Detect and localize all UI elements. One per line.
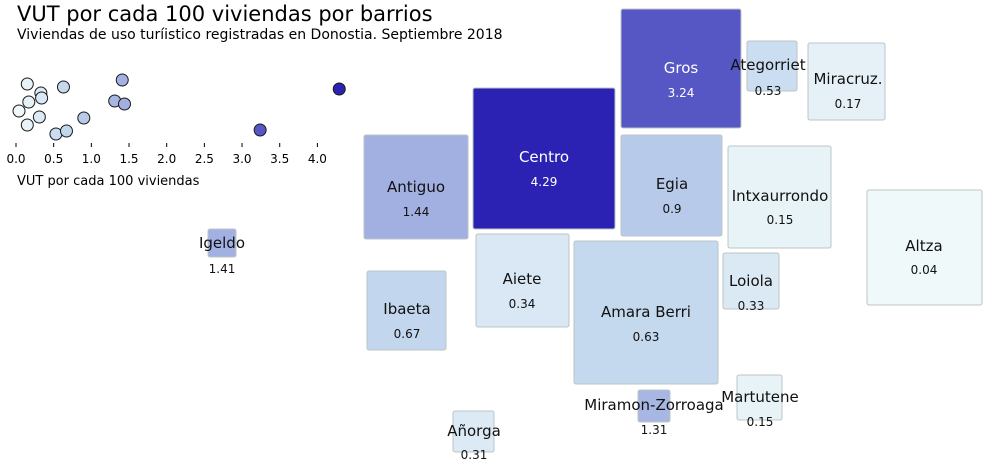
strip-tick-label: 4.0 [308, 152, 327, 166]
tile-label-miramon-zorroaga: Miramon-Zorroaga [584, 396, 723, 414]
tile-value-aiete: 0.34 [509, 297, 536, 311]
tile-gros [620, 8, 742, 129]
tile-value-miracruz: 0.17 [835, 97, 862, 111]
strip-tick-label: 3.5 [270, 152, 289, 166]
tile-value-miramon-zorroaga: 1.31 [641, 423, 668, 437]
tile-value-antiguo: 1.44 [403, 205, 430, 219]
tile-aiete [475, 233, 570, 328]
strip-point-ibaeta [59, 124, 73, 138]
strip-point-egia [77, 111, 91, 125]
tile-label-egia: Egia [656, 175, 688, 193]
strip-point-amara-berri [56, 80, 70, 94]
strip-point-gros [253, 123, 267, 137]
tile-label-gros: Gros [664, 59, 699, 77]
strip-point-antiguo [118, 97, 132, 111]
tile-value-ibaeta: 0.67 [394, 327, 421, 341]
tile-label-centro: Centro [519, 148, 569, 166]
strip-point-aiete [35, 91, 49, 105]
tile-label-antiguo: Antiguo [387, 178, 445, 196]
strip-tick-label: 0.5 [44, 152, 63, 166]
barrio-labels: Gros 3.24 Ategorriet 0.53 Miracruz. 0.17 Centr… [199, 56, 943, 462]
strip-point-igeldo [115, 73, 129, 87]
strip-tick-label: 1.5 [119, 152, 138, 166]
strip-tick-label: 2.0 [157, 152, 176, 166]
strip-point-intxaurrondo [20, 118, 34, 132]
tile-miracruz [807, 42, 886, 121]
barrio-tiles [207, 8, 983, 453]
tile-label-martutene: Martutene [721, 388, 799, 406]
tile-label-ategorrieta: Ategorriet [730, 56, 805, 74]
tile-label-miracruz: Miracruz. [813, 70, 882, 88]
tile-igeldo [207, 228, 237, 258]
tile-value-martutene: 0.15 [747, 415, 774, 429]
tile-label-ibaeta: Ibaeta [383, 300, 430, 318]
strip-point-martutene [20, 77, 34, 91]
tile-altza [866, 189, 983, 306]
strip-tick-label: 3.0 [232, 152, 251, 166]
value-strip: 0.0 0.5 1.0 1.5 2.0 2.5 3.0 3.5 4.0 VUT por cada … [6, 73, 346, 189]
tile-value-gros: 3.24 [668, 86, 695, 100]
tile-ibaeta [366, 270, 447, 351]
strip-point-altza [12, 104, 26, 118]
tile-value-amara-berri: 0.63 [633, 330, 660, 344]
tile-value-ategorrieta: 0.53 [755, 84, 782, 98]
tile-value-intxaurrondo: 0.15 [767, 213, 794, 227]
tile-label-intxaurrondo: Intxaurrondo [732, 187, 829, 205]
tile-value-loiola: 0.33 [738, 299, 765, 313]
tile-value-centro: 4.29 [531, 175, 558, 189]
tile-centro [472, 87, 616, 230]
tile-egia [620, 134, 723, 237]
tile-antiguo [363, 134, 469, 240]
strip-point-centro [332, 82, 346, 96]
tile-label-anorga: Añorga [447, 422, 501, 440]
strip-point-miracruz [22, 95, 36, 109]
tile-amara-berri [573, 240, 719, 385]
tile-value-igeldo: 1.41 [209, 262, 236, 276]
tile-martutene [736, 374, 783, 421]
tile-label-amara-berri: Amara Berri [601, 303, 691, 321]
tile-label-altza: Altza [905, 237, 942, 255]
tile-anorga [452, 410, 495, 453]
tile-label-aiete: Aiete [503, 270, 542, 288]
tile-miramon-zorroaga [637, 389, 671, 423]
tile-value-altza: 0.04 [911, 263, 938, 277]
strip-point-anorga [32, 110, 46, 124]
strip-tick-label: 2.5 [195, 152, 214, 166]
chart-subtitle: Viviendas de uso turíistico registradas … [17, 27, 503, 43]
tile-loiola [722, 252, 780, 310]
tile-value-anorga: 0.31 [461, 448, 488, 462]
tile-value-egia: 0.9 [662, 202, 681, 216]
strip-tick-label: 0.0 [6, 152, 25, 166]
strip-tick-label: 1.0 [82, 152, 101, 166]
tile-label-loiola: Loiola [729, 272, 773, 290]
chart-title: VUT por cada 100 viviendas por barrios [17, 2, 433, 26]
tile-ategorrieta [746, 40, 798, 92]
tile-label-igeldo: Igeldo [199, 234, 245, 252]
strip-axis-title: VUT por cada 100 viviendas [17, 174, 200, 189]
tile-intxaurrondo [727, 145, 832, 249]
